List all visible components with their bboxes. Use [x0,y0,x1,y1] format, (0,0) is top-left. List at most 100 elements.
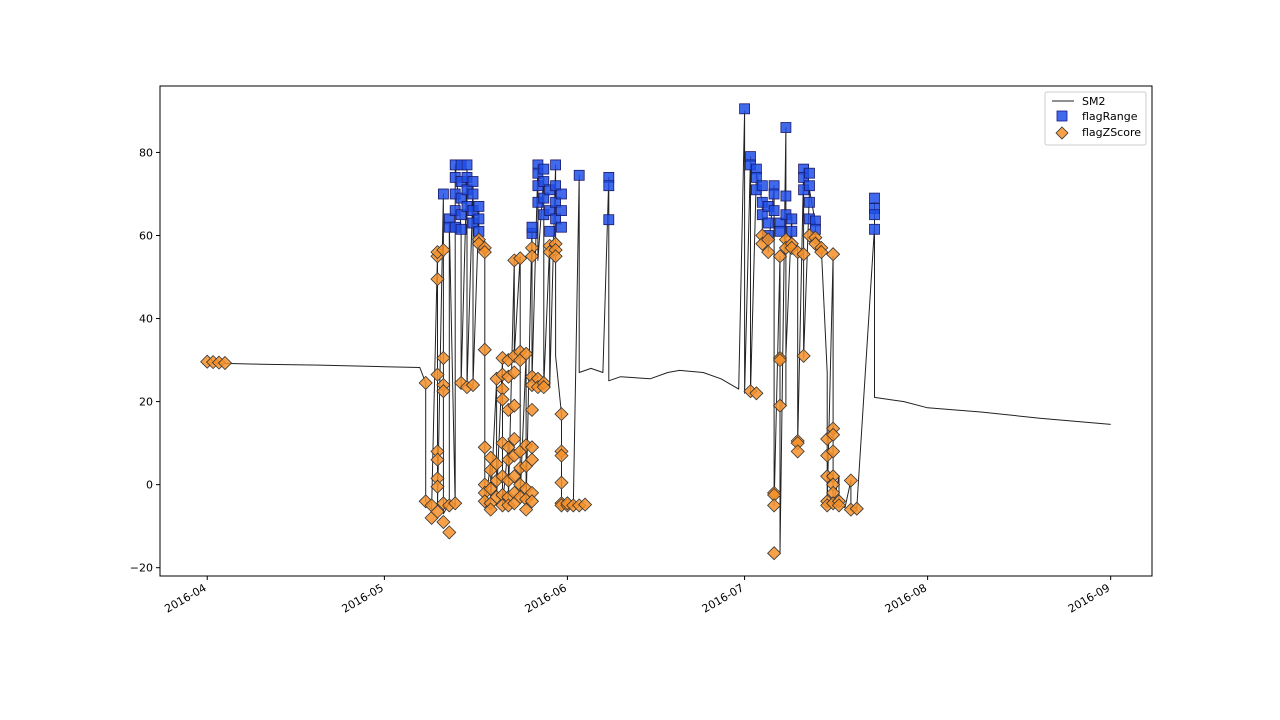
flagrange-marker [780,190,792,202]
flagrange-marker [467,188,479,200]
flagrange-marker [550,213,561,225]
flagrange-marker [869,223,880,235]
legend-label-flagrange: flagRange [1082,110,1138,123]
flagrange-marker [473,213,485,225]
flagrange-marker [437,188,449,200]
legend-diamond-icon [1055,126,1069,140]
flagzscore-marker [430,452,445,467]
y-tick-label: −20 [130,562,153,575]
flagrange-marker [550,180,561,192]
flagzscore-marker [430,504,445,519]
flagzscore-marker [436,242,451,258]
flagrange-marker [762,217,774,229]
flagzscore-marker [772,353,788,368]
series-flagzscore [200,228,864,561]
y-tick-label: 60 [139,229,153,242]
flagzscore-marker [477,342,492,357]
flagzscore-marker [483,481,498,496]
flagzscore-marker [749,386,764,401]
flagrange-marker [768,205,780,217]
flagrange-marker [751,171,762,183]
flagrange-marker [786,225,798,237]
flagrange-marker [455,223,467,235]
flagrange-marker [544,225,556,237]
flagrange-marker [556,188,567,200]
flagrange-marker [455,192,467,204]
flagzscore-marker [767,498,782,513]
flagzscore-marker [507,431,522,447]
series-flagrange [437,103,880,241]
flagzscore-marker [436,514,451,530]
flagzscore-marker [578,497,593,512]
flagrange-marker [461,159,473,171]
flagrange-marker [455,209,467,221]
flagzscore-marker [507,365,522,380]
plot-area [200,103,1111,561]
flagrange-marker [739,103,750,115]
flagzscore-marker [489,456,504,471]
flagzscore-marker [814,245,829,260]
flagrange-marker [774,225,786,237]
flagrange-marker [544,205,556,217]
flagrange-marker [556,205,567,217]
y-tick-label: 80 [139,146,153,159]
flagrange-marker [869,192,880,204]
flagrange-marker [538,192,550,204]
flagzscore-marker [436,384,451,399]
flagrange-marker [556,221,567,233]
flagzscore-marker [826,247,841,262]
flagzscore-marker [849,501,864,516]
flagrange-marker [869,209,880,221]
flagzscore-marker [519,346,534,361]
flagzscore-marker [495,392,510,407]
legend-square-icon [1056,110,1068,122]
flagzscore-marker [519,502,534,517]
y-tick-label: 20 [139,396,153,409]
flagzscore-marker [524,452,540,467]
flagzscore-marker [217,355,233,371]
flagzscore-marker [418,375,433,390]
flagrange-marker [780,122,792,133]
flagzscore-marker [554,448,569,463]
flagzscore-marker [436,350,451,366]
flagzscore-marker [430,479,445,494]
flagrange-marker [603,180,615,192]
flagzscore-marker [790,444,805,459]
flagzscore-marker [507,398,522,413]
flagzscore-marker [826,444,841,459]
flagzscore-marker [465,377,481,393]
flagzscore-marker [507,469,522,484]
flagzscore-marker [430,367,445,382]
flagzscore-marker [796,348,811,363]
flagzscore-marker [524,249,540,264]
flagrange-marker [550,159,561,171]
flagrange-marker [804,167,815,179]
flagzscore-marker [548,249,563,264]
flagzscore-marker [767,546,782,561]
legend-label-sm2: SM2 [1082,95,1105,108]
flagrange-marker [804,180,815,192]
flagrange-marker [538,176,550,187]
flagzscore-marker [554,407,569,422]
y-tick-label: 0 [146,479,153,492]
legend-label-flagzscore: flagZScore [1082,126,1141,139]
flagzscore-marker [772,398,788,413]
flagzscore-marker [524,402,540,417]
flagzscore-marker [554,475,569,490]
flagrange-marker [526,221,538,233]
legend: SM2 flagRange flagZScore [1044,91,1147,146]
flagzscore-marker [536,380,551,395]
legend-box [1044,91,1147,146]
flagzscore-marker [772,249,788,264]
flagzscore-marker [477,440,492,455]
flagzscore-marker [831,498,847,513]
flagrange-marker [786,213,798,225]
y-axis: −20 0 20 40 60 80 [130,146,160,575]
flagzscore-marker [442,525,457,540]
flagrange-marker [756,209,768,221]
flagrange-marker [550,196,561,208]
flagzscore-marker [826,427,841,442]
flagrange-marker [467,176,479,187]
flagrange-marker [804,196,815,208]
flagzscore-marker [843,473,858,488]
